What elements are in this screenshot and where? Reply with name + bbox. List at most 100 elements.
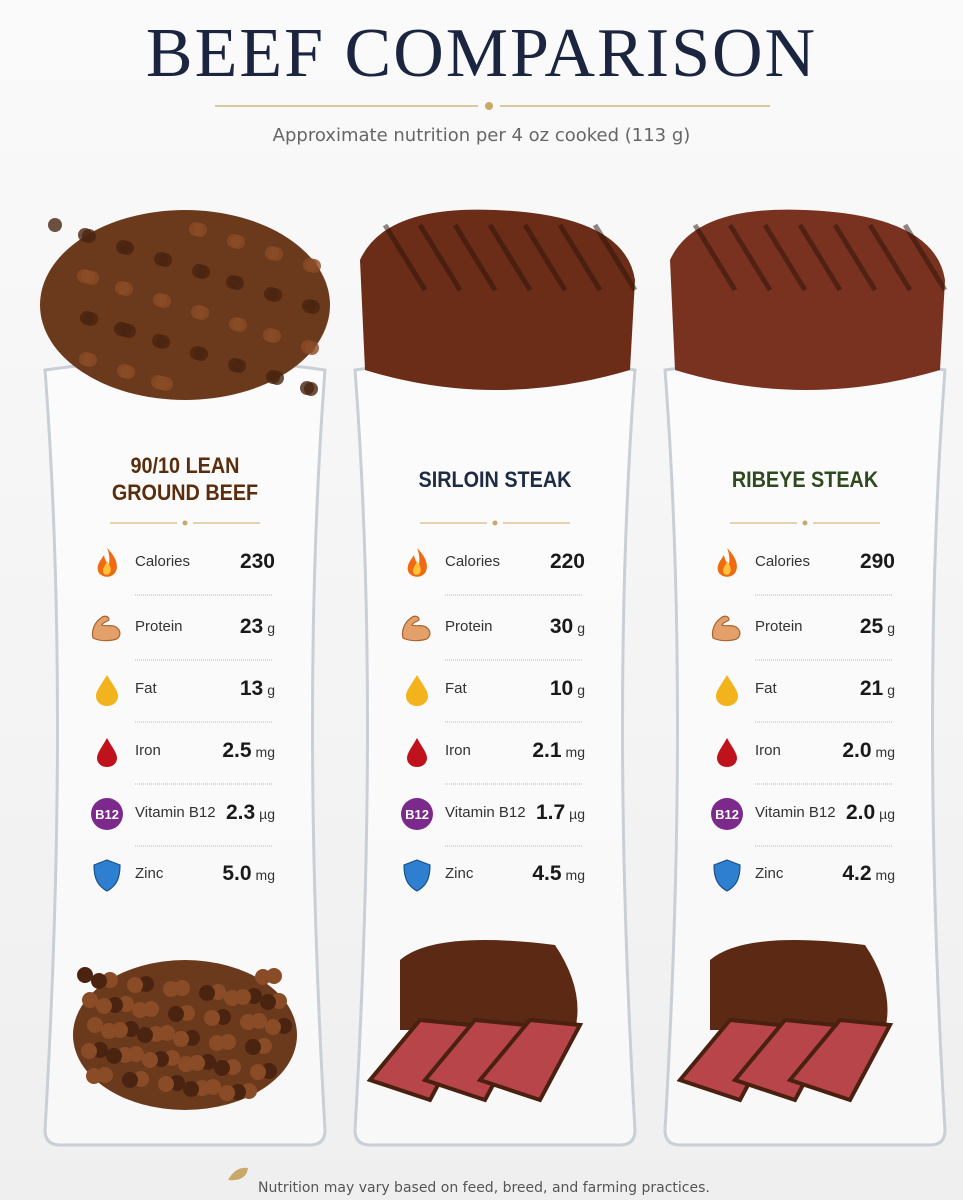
meat-texture [227,234,241,248]
grill-mark [762,223,808,292]
nutrient-value: 23 [239,615,264,638]
nutrient-amount: 230 [155,550,275,574]
nutrient-value: 4.5 [532,862,562,885]
meat-texture [137,1027,153,1043]
meat-texture [78,228,92,242]
steak-slice [786,1017,894,1103]
meat-texture [114,322,128,336]
meat-texture [173,1031,189,1047]
footer-note: Nutrition may vary based on feed, breed,… [258,1180,710,1196]
flame-core [723,561,731,575]
nutrient-unit: g [267,620,275,636]
nutrient-label: Fat [445,680,467,697]
nutrient-value: 2.0 [842,739,872,762]
meat-texture [228,358,242,372]
nutrient-value: 2.5 [222,739,252,762]
meat-texture [250,1064,266,1080]
nutrient-amount: 2.5 mg [155,739,275,763]
nutrient-amount: 2.0 µg [775,801,895,825]
nutrient-icon [97,548,117,577]
nutrient-label: Iron [445,742,471,759]
meat-texture [240,1014,256,1030]
meat-texture [214,1060,230,1076]
grill-mark [382,223,428,292]
meat-texture [183,1081,199,1097]
meat-texture [264,287,278,301]
b12-badge-text: B12 [405,807,429,822]
grill-mark [797,223,843,292]
name-divider-dot [802,520,808,526]
muscle-icon [711,615,741,642]
fat-drop-icon [716,675,738,706]
glass [43,358,327,1147]
meat-texture [204,1010,220,1026]
nutrient-value: 4.2 [842,862,872,885]
meat-texture [132,1002,148,1018]
nutrient-amount: 220 [465,550,585,574]
meat-texture [81,1043,97,1059]
nutrient-label: Calories [755,553,811,570]
blood-drop-icon [97,738,117,767]
nutrient-label: Fat [755,680,777,697]
meat-texture [158,1076,174,1092]
meat-texture [77,269,91,283]
b12-badge-text: B12 [715,807,739,822]
nutrient-label: Protein [135,618,183,635]
nutrient-unit: g [887,682,895,698]
nutrient-value: 10 [549,677,574,700]
nutrient-label: Protein [755,618,803,635]
nutrient-unit: g [887,620,895,636]
meat-texture [163,981,179,997]
meat-texture [151,375,165,389]
nutrient-label: Protein [445,618,493,635]
nutrient-amount: 25 g [775,615,895,639]
nutrient-unit: mg [255,744,275,760]
nutrient-icon [96,675,118,706]
nutrient-icon: B12 [91,798,123,830]
meat-texture [300,381,314,395]
meat-texture [303,258,317,272]
nutrient-unit: g [267,682,275,698]
meat-texture [142,1052,158,1068]
meat-texture [77,967,93,983]
meat-texture [226,275,240,289]
nutrient-label: Zinc [445,865,474,882]
nutrient-icon [97,738,117,767]
nutrient-icon [713,859,741,892]
shield-icon [403,859,431,892]
shield-icon [93,859,121,892]
meat-texture [101,1023,117,1039]
nutrient-value: 25 [859,615,884,638]
meat-texture [265,246,279,260]
steak [360,209,635,390]
meat-texture [152,334,166,348]
patty [40,210,330,400]
nutrient-unit: mg [565,744,585,760]
grill-mark [592,223,638,292]
steak-piece [710,940,888,1030]
meat-texture [255,969,271,985]
meat-texture [302,299,316,313]
meat-texture [87,1017,103,1033]
title: BEEF COMPARISON [145,15,818,92]
nutrient-amount: 13 g [155,677,275,701]
nutrient-value: 5.0 [222,862,252,885]
subtitle: Approximate nutrition per 4 oz cooked (1… [272,125,691,146]
flame-core [103,561,111,575]
meat-texture [229,317,243,331]
nutrient-icon [401,615,431,642]
meat-texture [106,1048,122,1064]
b12-badge [711,798,743,830]
nutrient-icon [407,738,427,767]
nutrient-amount: 4.5 mg [465,862,585,886]
nutrient-icon [406,675,428,706]
meat-texture [168,1006,184,1022]
meat-texture [301,340,315,354]
nutrient-icon [717,548,737,577]
nutrient-value: 2.3 [225,801,256,824]
nutrient-unit: mg [875,744,895,760]
nutrient-label: Calories [445,553,501,570]
nutrient-value: 30 [549,615,574,638]
meat-texture [191,305,205,319]
nutrient-amount: 23 g [155,615,275,639]
